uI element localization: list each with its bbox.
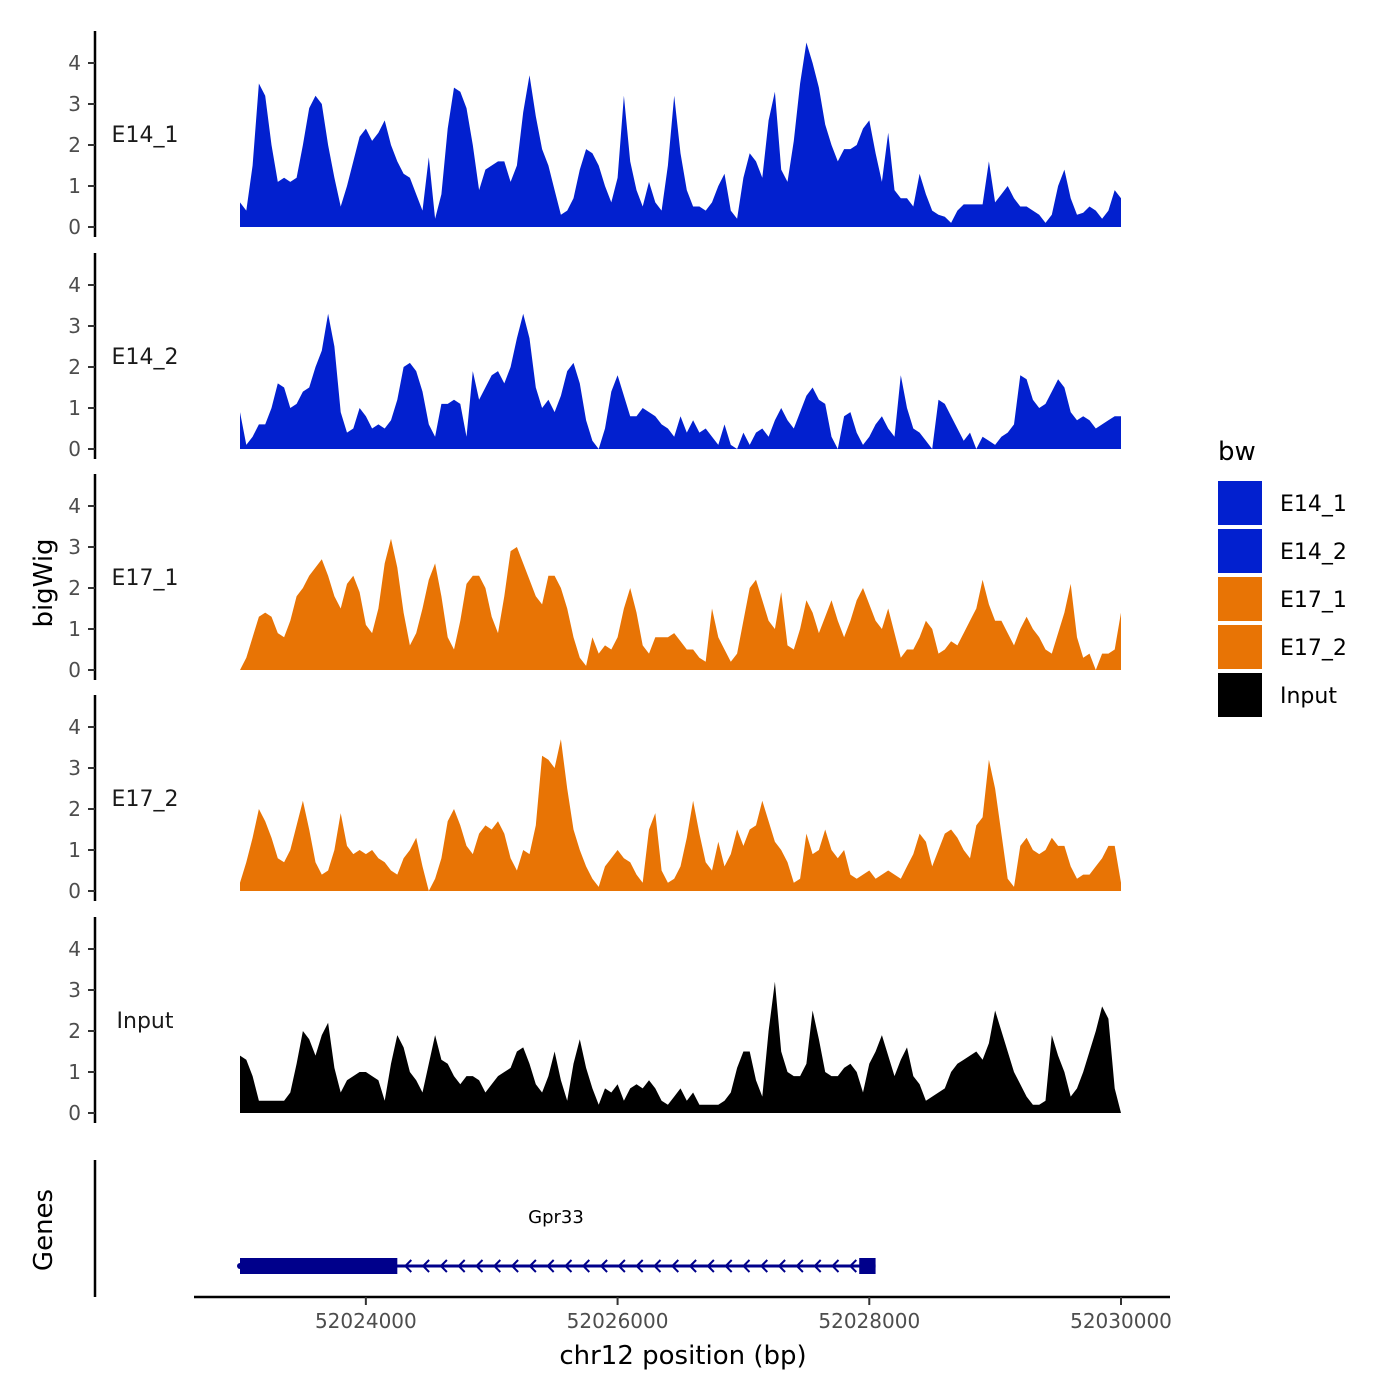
genes-track-title: Genes bbox=[29, 1189, 59, 1271]
legend-label: Input bbox=[1280, 684, 1337, 709]
tracks-layer: 0 1 2 3 4 E14_1 0 1 2 3 4 E14_2 0 1 2 3 4 E17_1 0 1 2 3 4 E17_2… bbox=[68, 31, 1121, 1125]
legend-swatch bbox=[1218, 529, 1262, 573]
coverage-area-e14-2 bbox=[240, 313, 1121, 449]
strand-arrow bbox=[848, 1259, 858, 1273]
y-tick-label: 0 bbox=[68, 658, 81, 682]
track-label: Input bbox=[117, 1009, 174, 1034]
y-tick-label: 3 bbox=[68, 535, 81, 559]
coverage-area-e17-1 bbox=[240, 538, 1121, 670]
x-tick-label: 52026000 bbox=[567, 1309, 669, 1333]
track-e17-1: 0 1 2 3 4 E17_1 bbox=[68, 474, 1121, 682]
x-tick-label: 52024000 bbox=[315, 1309, 417, 1333]
strand-arrow bbox=[777, 1259, 786, 1273]
y-tick-label: 2 bbox=[68, 1019, 81, 1043]
legend-swatch bbox=[1218, 481, 1262, 525]
strand-arrow bbox=[528, 1259, 537, 1273]
coverage-area-e14-1 bbox=[240, 42, 1121, 227]
coverage-area-e17-2 bbox=[240, 739, 1121, 891]
track-input: 0 1 2 3 4 Input bbox=[68, 917, 1121, 1125]
y-tick-label: 4 bbox=[68, 494, 81, 518]
track-label: E17_2 bbox=[112, 787, 179, 812]
y-tick-label: 2 bbox=[68, 355, 81, 379]
strand-arrow bbox=[706, 1259, 715, 1273]
legend-swatch bbox=[1218, 577, 1262, 621]
y-axis-title: bigWig bbox=[29, 538, 59, 627]
track-e14-1: 0 1 2 3 4 E14_1 bbox=[68, 31, 1121, 239]
strand-arrow bbox=[688, 1259, 697, 1273]
strand-arrow bbox=[742, 1259, 751, 1273]
y-tick-label: 2 bbox=[68, 576, 81, 600]
strand-arrow bbox=[724, 1259, 733, 1273]
legend-swatch bbox=[1218, 673, 1262, 717]
legend-title: bw bbox=[1218, 437, 1256, 467]
gene-name-label: Gpr33 bbox=[528, 1207, 584, 1228]
coverage-area-input bbox=[240, 981, 1121, 1113]
strand-arrow bbox=[475, 1259, 484, 1273]
x-tick-label: 52028000 bbox=[818, 1309, 920, 1333]
x-axis: 52024000 52026000 52028000 52030000 bbox=[194, 1295, 1172, 1333]
track-e17-2: 0 1 2 3 4 E17_2 bbox=[68, 695, 1121, 903]
strand-arrow bbox=[439, 1259, 448, 1273]
y-tick-label: 2 bbox=[68, 797, 81, 821]
y-tick-label: 3 bbox=[68, 314, 81, 338]
legend-swatch bbox=[1218, 625, 1262, 669]
legend: bw E14_1 E14_2 E17_1 E17_2 Input bbox=[1218, 437, 1347, 717]
legend-label: E14_2 bbox=[1280, 540, 1347, 565]
strand-arrow bbox=[759, 1259, 769, 1273]
gene-exon bbox=[240, 1258, 398, 1274]
y-tick-label: 4 bbox=[68, 51, 81, 75]
y-tick-label: 3 bbox=[68, 92, 81, 116]
y-tick-label: 3 bbox=[68, 978, 81, 1002]
y-tick-label: 1 bbox=[68, 617, 81, 641]
track-label: E14_2 bbox=[112, 345, 179, 370]
strand-arrow bbox=[421, 1259, 430, 1273]
y-tick-label: 0 bbox=[68, 215, 81, 239]
y-tick-label: 1 bbox=[68, 396, 81, 420]
strand-arrow bbox=[617, 1259, 626, 1273]
strand-arrow bbox=[670, 1259, 680, 1273]
strand-arrow bbox=[795, 1259, 804, 1273]
strand-arrow bbox=[457, 1259, 466, 1273]
strand-arrow bbox=[581, 1259, 591, 1273]
track-label: E14_1 bbox=[112, 123, 179, 148]
y-tick-label: 3 bbox=[68, 756, 81, 780]
strand-arrow bbox=[403, 1259, 413, 1273]
x-tick-label: 52030000 bbox=[1070, 1309, 1172, 1333]
gene-exon bbox=[859, 1258, 876, 1274]
track-e14-2: 0 1 2 3 4 E14_2 bbox=[68, 253, 1121, 461]
strand-arrow bbox=[546, 1259, 555, 1273]
strand-arrow bbox=[510, 1259, 519, 1273]
y-tick-label: 0 bbox=[68, 1101, 81, 1125]
y-tick-label: 4 bbox=[68, 715, 81, 739]
strand-arrow bbox=[492, 1259, 502, 1273]
y-tick-label: 4 bbox=[68, 937, 81, 961]
strand-arrow bbox=[813, 1259, 822, 1273]
strand-arrow bbox=[599, 1259, 608, 1273]
y-tick-label: 1 bbox=[68, 174, 81, 198]
strand-arrow bbox=[564, 1259, 573, 1273]
strand-arrow bbox=[653, 1259, 662, 1273]
legend-label: E17_2 bbox=[1280, 636, 1347, 661]
x-axis-title: chr12 position (bp) bbox=[559, 1341, 806, 1371]
strand-arrow bbox=[635, 1259, 644, 1273]
y-tick-label: 2 bbox=[68, 133, 81, 157]
y-tick-label: 1 bbox=[68, 838, 81, 862]
genes-track: Genes Gpr33 bbox=[29, 1160, 876, 1297]
gene-start-cap bbox=[237, 1263, 243, 1269]
track-label: E17_1 bbox=[112, 566, 179, 591]
y-tick-label: 4 bbox=[68, 273, 81, 297]
legend-label: E17_1 bbox=[1280, 588, 1347, 613]
y-tick-label: 1 bbox=[68, 1060, 81, 1084]
legend-label: E14_1 bbox=[1280, 492, 1347, 517]
strand-arrow bbox=[831, 1259, 840, 1273]
y-tick-label: 0 bbox=[68, 437, 81, 461]
y-tick-label: 0 bbox=[68, 879, 81, 903]
